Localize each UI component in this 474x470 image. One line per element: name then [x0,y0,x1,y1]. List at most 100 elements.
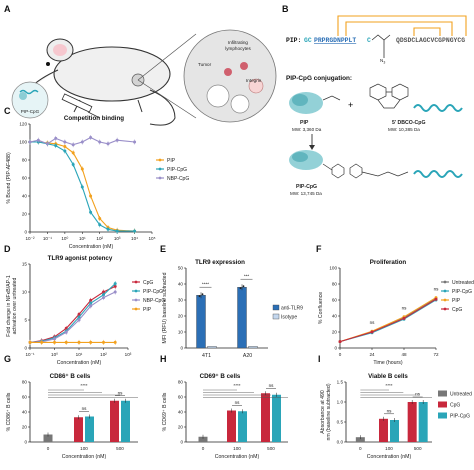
I-panel-label: I [318,354,321,364]
product-mw: MW: 13,745 Da [290,191,322,196]
G-bar [121,400,130,442]
C-point [63,140,67,144]
C-point [45,142,49,146]
E-sig-label: *** [244,274,250,279]
C-point [89,194,93,198]
F-panel-label: F [316,244,322,254]
probe-bubble: PIP-CpG [11,81,49,119]
C-ytick-label: 20 [22,212,28,217]
F-xlabel: Time (hours) [373,360,402,366]
F-series-line [339,298,437,343]
D-xtick-label: 10² [100,352,107,357]
F-ytick-label: 0 [334,346,337,351]
I-bar [379,418,388,442]
G-panel-label: G [4,354,11,364]
D-xtick-label: 10³ [125,352,132,357]
C-point [115,229,119,233]
C-point [89,136,93,139]
E-ytick-label: 20 [178,314,184,319]
seq-right: QDSDCLAGCVCGPNGYCG [396,37,465,44]
C-point [71,143,75,147]
F-sig-label: ns [402,306,408,311]
I-bar [390,420,399,442]
C-point [98,140,102,144]
I-bar [355,437,365,442]
D-legend-marker [134,298,138,302]
E-dot [198,295,201,298]
D-point [64,340,68,344]
G-xlabel: Concentration (nM) [62,454,107,460]
F-sig-label: ns [434,286,440,291]
C-point [28,140,32,144]
E-category-label: A20 [243,353,252,359]
C-point [133,229,137,233]
C-xtick-label: 10⁰ [61,236,68,241]
G-ytick-label: 40 [22,410,28,415]
I-ytick-label: 0.5 [337,420,344,425]
D-point [113,282,117,286]
tumor-label: Tumor [198,62,212,67]
D-point [40,340,44,344]
D-title: TLR9 agonist potency [48,255,113,262]
C-legend-marker [158,176,162,180]
panel-b-label: B [282,4,289,14]
E-legend-label: anti-TLR9 [281,306,303,312]
dbco-ring-icon [369,83,409,109]
G-chart: G CD86⁺ B cells % CD86⁺ B cells Concentrati… [4,354,138,460]
D-series-line [29,291,116,343]
D-ytick-label: 5 [24,318,27,323]
C-point [106,142,110,146]
H-ytick-label: 0 [180,440,183,445]
I-legend-label: Untreated [450,392,472,398]
H-sig-label: ns [235,400,241,405]
G-title: CD86⁺ B cells [50,373,91,380]
D-ytick-label: 0 [24,346,27,351]
integrin-label: Integrin [246,78,262,83]
F-ytick-label: 100 [329,266,337,271]
I-category-label: 100 [385,446,393,451]
F-ytick-label: 20 [332,330,338,335]
pip-seq-label: PIP: [286,37,301,44]
C-point [89,210,93,214]
I-title: Viable B cells [368,373,408,380]
D-point [64,326,68,330]
azide-label: N3 [380,58,385,65]
F-point [402,316,406,320]
C-point [36,138,40,142]
E-ytick-label: 30 [178,298,184,303]
plus-sign: + [348,100,353,110]
D-legend-marker [134,280,138,284]
D-xlabel: Concentration (nM) [57,360,102,366]
H-bar [198,436,208,442]
C-ytick-label: 100 [19,140,27,145]
D-ytick-label: 15 [22,262,28,267]
D-point [77,340,81,344]
H-ytick-label: 20 [178,425,184,430]
H-bar [272,394,281,442]
F-ytick-label: 60 [332,298,338,303]
cpg-wave-bottom [413,170,463,178]
pip-mw: MW: 3,360 Da [292,127,322,132]
C-ytick-label: 60 [22,176,28,181]
C-legend-label: NBP-CpG [167,176,189,182]
G-bar [43,434,53,442]
G-bar [85,416,94,442]
E-panel-label: E [160,244,166,254]
C-point [80,185,84,189]
E-ytick-label: 0 [180,346,183,351]
F-ylabel: % Confluence [318,292,324,324]
E-legend-swatch [272,304,280,311]
charts: C Competition binding % Bound (PIP-AF488) C… [4,106,474,460]
C-xtick-label: 10¹ [79,236,86,241]
G-ytick-label: 60 [22,395,28,400]
I-legend-swatch [438,401,447,408]
E-category-label: 4T1 [202,353,211,359]
H-bar [261,393,270,442]
D-point [89,301,93,305]
E-ytick-label: 40 [178,282,184,287]
C-point [54,136,58,140]
bubble-label-1: Infiltrating [228,40,248,45]
F-xtick-label: 0 [339,352,342,357]
C-title: Competition binding [64,115,124,122]
I-legend-swatch [438,390,447,397]
